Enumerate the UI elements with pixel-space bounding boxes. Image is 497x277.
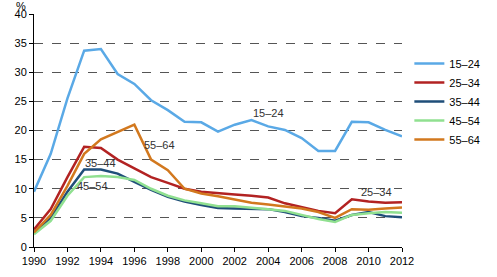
svg-text:1998: 1998 bbox=[156, 255, 180, 267]
svg-text:2002: 2002 bbox=[222, 255, 246, 267]
svg-text:1996: 1996 bbox=[122, 255, 146, 267]
svg-text:55–64: 55–64 bbox=[144, 139, 175, 151]
svg-text:1990: 1990 bbox=[22, 255, 46, 267]
svg-text:5: 5 bbox=[21, 212, 27, 224]
svg-text:35–44: 35–44 bbox=[449, 96, 480, 108]
svg-text:0: 0 bbox=[21, 241, 27, 253]
svg-text:2012: 2012 bbox=[390, 255, 414, 267]
svg-text:2004: 2004 bbox=[256, 255, 280, 267]
svg-text:45–54: 45–54 bbox=[77, 180, 108, 192]
svg-text:20: 20 bbox=[15, 124, 27, 136]
svg-text:25–34: 25–34 bbox=[361, 186, 392, 198]
svg-text:2010: 2010 bbox=[356, 255, 380, 267]
svg-text:15–24: 15–24 bbox=[449, 58, 480, 70]
svg-text:40: 40 bbox=[15, 8, 27, 20]
svg-text:1994: 1994 bbox=[89, 255, 113, 267]
svg-text:25: 25 bbox=[15, 95, 27, 107]
svg-text:2006: 2006 bbox=[289, 255, 313, 267]
svg-text:%: % bbox=[16, 0, 26, 12]
svg-text:1992: 1992 bbox=[55, 255, 79, 267]
svg-text:2008: 2008 bbox=[323, 255, 347, 267]
svg-text:25–34: 25–34 bbox=[449, 77, 480, 89]
svg-text:15: 15 bbox=[15, 153, 27, 165]
svg-text:55–64: 55–64 bbox=[449, 134, 480, 146]
svg-text:10: 10 bbox=[15, 183, 27, 195]
svg-text:45–54: 45–54 bbox=[449, 115, 480, 127]
svg-text:15–24: 15–24 bbox=[253, 107, 284, 119]
svg-text:35–44: 35–44 bbox=[85, 157, 116, 169]
svg-text:30: 30 bbox=[15, 66, 27, 78]
svg-text:35: 35 bbox=[15, 37, 27, 49]
svg-text:2000: 2000 bbox=[189, 255, 213, 267]
